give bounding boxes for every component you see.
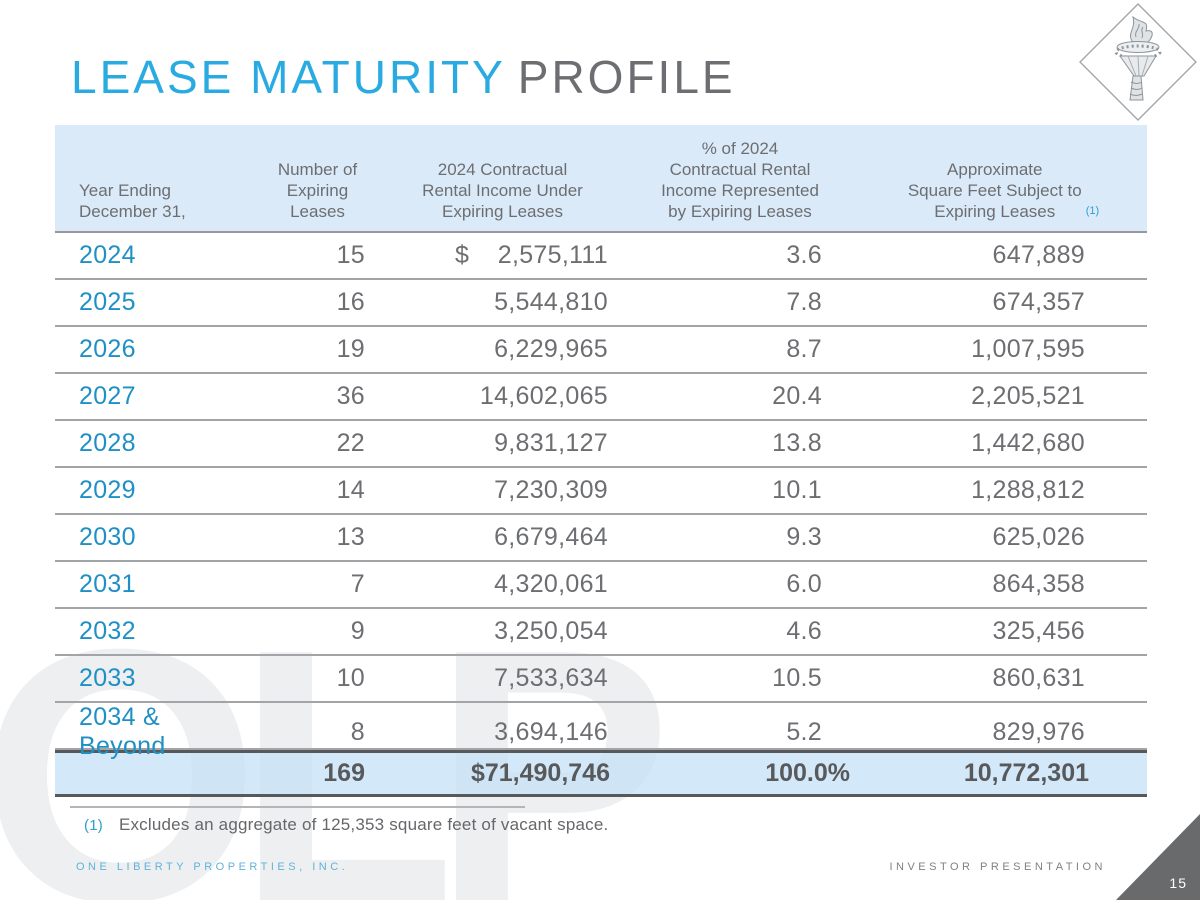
year-cell: 2024 (79, 241, 136, 269)
sqft-cell: 674,357 (992, 288, 1085, 316)
pct-cell: 3.6 (786, 241, 822, 269)
statue-of-liberty-torch-icon (1079, 3, 1197, 121)
header-rental-income: 2024 Contractual Rental Income Under Exp… (422, 160, 583, 221)
leases-cell: 16 (336, 288, 365, 316)
leases-cell: 22 (336, 429, 365, 457)
leases-cell: 14 (336, 476, 365, 504)
income-cell: $2,575,111 (455, 241, 608, 269)
year-cell: 2030 (79, 523, 136, 551)
title-lease-maturity: LEASE MATURITY (71, 51, 506, 103)
table-row: 2032 9 3,250,054 4.6 325,456 (55, 609, 1147, 656)
year-cell: 2034 & Beyond (79, 703, 166, 760)
income-cell: 6,229,965 (494, 335, 608, 363)
pct-cell: 8.7 (786, 335, 822, 363)
totals-income: $71,490,746 (470, 759, 610, 787)
pct-cell: 4.6 (786, 617, 822, 645)
pct-cell: 13.8 (772, 429, 822, 457)
header-square-feet: Approximate Square Feet Subject to Expir… (907, 160, 1100, 221)
table-row: 2030 13 6,679,464 9.3 625,026 (55, 515, 1147, 562)
year-cell: 2025 (79, 288, 136, 316)
lease-maturity-table: Year Ending December 31, Number of Expir… (55, 125, 1147, 797)
table-row: 2029 14 7,230,309 10.1 1,288,812 (55, 468, 1147, 515)
sqft-cell: 860,631 (992, 664, 1085, 692)
leases-cell: 9 (350, 617, 365, 645)
income-cell: 4,320,061 (494, 570, 608, 598)
table-header-row: Year Ending December 31, Number of Expir… (55, 125, 1147, 233)
footer-company-name: ONE LIBERTY PROPERTIES, INC. (76, 861, 349, 873)
pct-cell: 5.2 (786, 717, 822, 746)
totals-pct: 100.0% (765, 759, 850, 787)
footnote-text: Excludes an aggregate of 125,353 square … (118, 815, 609, 834)
olp-torch-logo (1076, 0, 1200, 129)
leases-cell: 7 (350, 570, 365, 598)
year-cell: 2029 (79, 476, 136, 504)
header-year: Year Ending December 31, (79, 181, 186, 221)
leases-cell: 36 (336, 382, 365, 410)
sqft-cell: 625,026 (992, 523, 1085, 551)
income-cell: 9,831,127 (494, 429, 608, 457)
footnote-ref-superscript: (1) (1085, 205, 1100, 217)
pct-cell: 9.3 (786, 523, 822, 551)
table-row: 2025 16 5,544,810 7.8 674,357 (55, 280, 1147, 327)
income-cell: 14,602,065 (479, 382, 608, 410)
year-cell: 2026 (79, 335, 136, 363)
page-number: 15 (1169, 875, 1187, 891)
pct-cell: 6.0 (786, 570, 822, 598)
table-row: 2034 & Beyond 8 3,694,146 5.2 829,976 (55, 703, 1147, 760)
footnote-ref: (1) (84, 817, 103, 834)
leases-cell: 19 (336, 335, 365, 363)
pct-cell: 7.8 (786, 288, 822, 316)
header-number-of-leases: Number of Expiring Leases (277, 160, 358, 221)
header-pct-income: % of 2024 Contractual Rental Income Repr… (661, 139, 819, 221)
totals-sqft: 10,772,301 (963, 759, 1089, 787)
income-cell: 7,230,309 (494, 476, 608, 504)
table-totals-row: 169 $71,490,746 100.0% 10,772,301 (55, 750, 1147, 797)
page-number-corner: 15 (1116, 814, 1200, 900)
table-row: 2028 22 9,831,127 13.8 1,442,680 (55, 421, 1147, 468)
income-cell: 3,250,054 (494, 617, 608, 645)
sqft-cell: 829,976 (992, 717, 1085, 746)
income-cell: 3,694,146 (494, 717, 608, 746)
page-title: LEASE MATURITY PROFILE (71, 50, 736, 104)
dollar-sign: $ (455, 241, 470, 269)
sqft-cell: 1,288,812 (971, 476, 1085, 504)
income-cell: 5,544,810 (494, 288, 608, 316)
sqft-cell: 1,007,595 (971, 335, 1085, 363)
year-cell: 2028 (79, 429, 136, 457)
table-row: 2026 19 6,229,965 8.7 1,007,595 (55, 327, 1147, 374)
sqft-cell: 647,889 (992, 241, 1085, 269)
leases-cell: 10 (336, 664, 365, 692)
table-row: 2031 7 4,320,061 6.0 864,358 (55, 562, 1147, 609)
sqft-cell: 2,205,521 (971, 382, 1085, 410)
title-profile: PROFILE (517, 51, 736, 103)
leases-cell: 8 (350, 717, 365, 746)
table-row: 2024 15 $2,575,111 3.6 647,889 (55, 233, 1147, 280)
pct-cell: 10.1 (772, 476, 822, 504)
leases-cell: 15 (336, 241, 365, 269)
income-cell: 7,533,634 (494, 664, 608, 692)
footnote: (1) Excludes an aggregate of 125,353 squa… (84, 815, 608, 835)
pct-cell: 20.4 (772, 382, 822, 410)
income-cell: 6,679,464 (494, 523, 608, 551)
year-cell: 2033 (79, 664, 136, 692)
year-cell: 2032 (79, 617, 136, 645)
table-row: 2033 10 7,533,634 10.5 860,631 (55, 656, 1147, 703)
table-row: 2027 36 14,602,065 20.4 2,205,521 (55, 374, 1147, 421)
sqft-cell: 864,358 (992, 570, 1085, 598)
leases-cell: 13 (336, 523, 365, 551)
totals-leases: 169 (323, 759, 365, 787)
sqft-cell: 325,456 (992, 617, 1085, 645)
pct-cell: 10.5 (772, 664, 822, 692)
sqft-cell: 1,442,680 (971, 429, 1085, 457)
footer-presentation-label: INVESTOR PRESENTATION (889, 861, 1106, 873)
year-cell: 2031 (79, 570, 136, 598)
footnote-divider (70, 806, 525, 808)
year-cell: 2027 (79, 382, 136, 410)
